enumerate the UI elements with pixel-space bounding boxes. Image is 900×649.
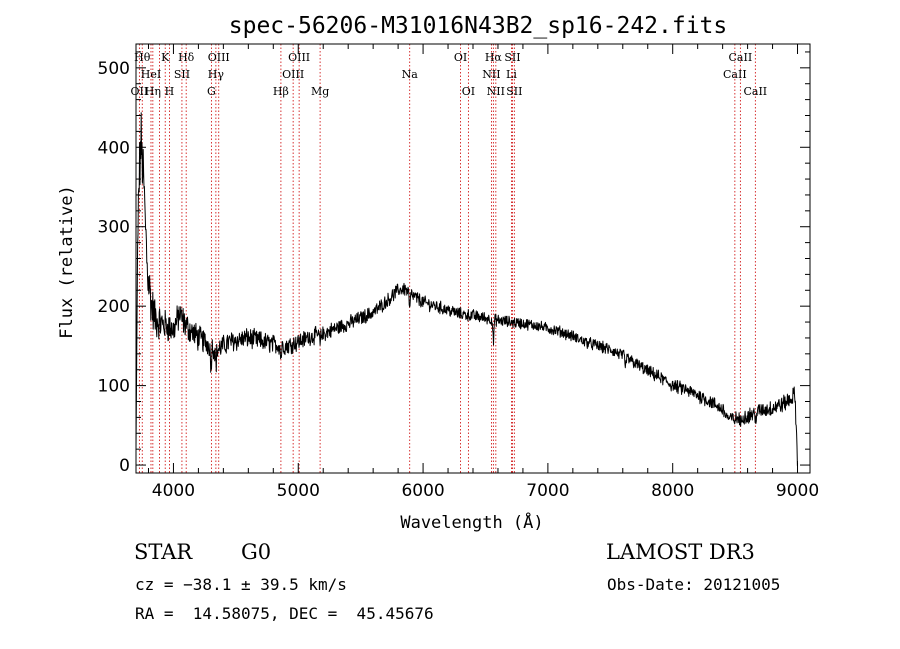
emission-line-label: Na: [402, 68, 419, 81]
y-tick-label: 300: [98, 218, 130, 238]
emission-line-label: Mg: [311, 85, 329, 98]
survey-name: LAMOST DR3: [606, 540, 755, 564]
x-tick-label: 7000: [526, 481, 569, 501]
emission-line-label: OIII: [208, 51, 230, 64]
emission-line-label: OI: [462, 85, 475, 98]
x-tick-label: 5000: [277, 481, 320, 501]
emission-line-label: SII: [174, 68, 190, 81]
object-class: STAR: [134, 540, 193, 564]
x-tick-label: 4000: [152, 481, 195, 501]
emission-line-label: CaII: [729, 51, 753, 64]
emission-line-label: Hβ: [273, 85, 289, 98]
x-axis-label: Wavelength (Å): [400, 511, 543, 533]
emission-line-labels: OII Hθ HeI Hη K H SII Hδ G Hγ OIII Hβ OIII OIII Mg Na OI…: [131, 51, 768, 98]
emission-line-label: G: [207, 85, 216, 98]
emission-line-label: SII: [504, 51, 520, 64]
coordinates: RA = 14.58075, DEC = 45.45676: [135, 604, 434, 623]
emission-line-label: NII: [482, 68, 500, 81]
object-subclass: G0: [241, 540, 272, 564]
chart-title: spec-56206-M31016N43B2_sp16-242.fits: [229, 13, 728, 39]
emission-line-label: Hα: [485, 51, 503, 64]
emission-line-markers: [138, 44, 756, 473]
emission-line-label: Li: [506, 68, 517, 81]
redshift-value: cz = −38.1 ± 39.5 km/s: [135, 575, 347, 594]
emission-line-label: OIII: [282, 68, 304, 81]
emission-line-label: Hγ: [208, 68, 225, 81]
x-tick-label: 8000: [651, 481, 694, 501]
emission-line-label: CaII: [723, 68, 747, 81]
emission-line-label: NII: [487, 85, 505, 98]
y-tick-label: 500: [98, 59, 130, 79]
y-axis-ticks: 0 100 200 300 400 500: [98, 51, 810, 476]
y-tick-label: 0: [119, 456, 130, 476]
y-tick-label: 100: [98, 377, 130, 397]
y-tick-label: 200: [98, 297, 130, 317]
emission-line-label: SII: [506, 85, 522, 98]
y-tick-label: 400: [98, 138, 130, 158]
emission-line-label: OI: [454, 51, 467, 64]
emission-line-label: CaII: [743, 85, 767, 98]
emission-line-label: Hη: [145, 85, 161, 98]
x-tick-label: 6000: [401, 481, 444, 501]
emission-line-label: Hδ: [178, 51, 195, 64]
emission-line-label: OIII: [288, 51, 310, 64]
x-axis-ticks: 4000 5000 6000 7000 8000 9000: [147, 44, 819, 501]
observation-date: Obs-Date: 20121005: [607, 575, 781, 594]
y-axis-label: Flux (relative): [57, 185, 77, 339]
emission-line-label: H: [165, 85, 175, 98]
emission-line-label: Hθ: [134, 51, 151, 64]
emission-line-label: K: [161, 51, 170, 64]
emission-line-label: HeI: [141, 68, 161, 81]
spectrum-line: [135, 112, 798, 467]
emission-line-label: OII: [131, 85, 149, 98]
plot-frame: [135, 43, 811, 474]
x-tick-label: 9000: [776, 481, 819, 501]
